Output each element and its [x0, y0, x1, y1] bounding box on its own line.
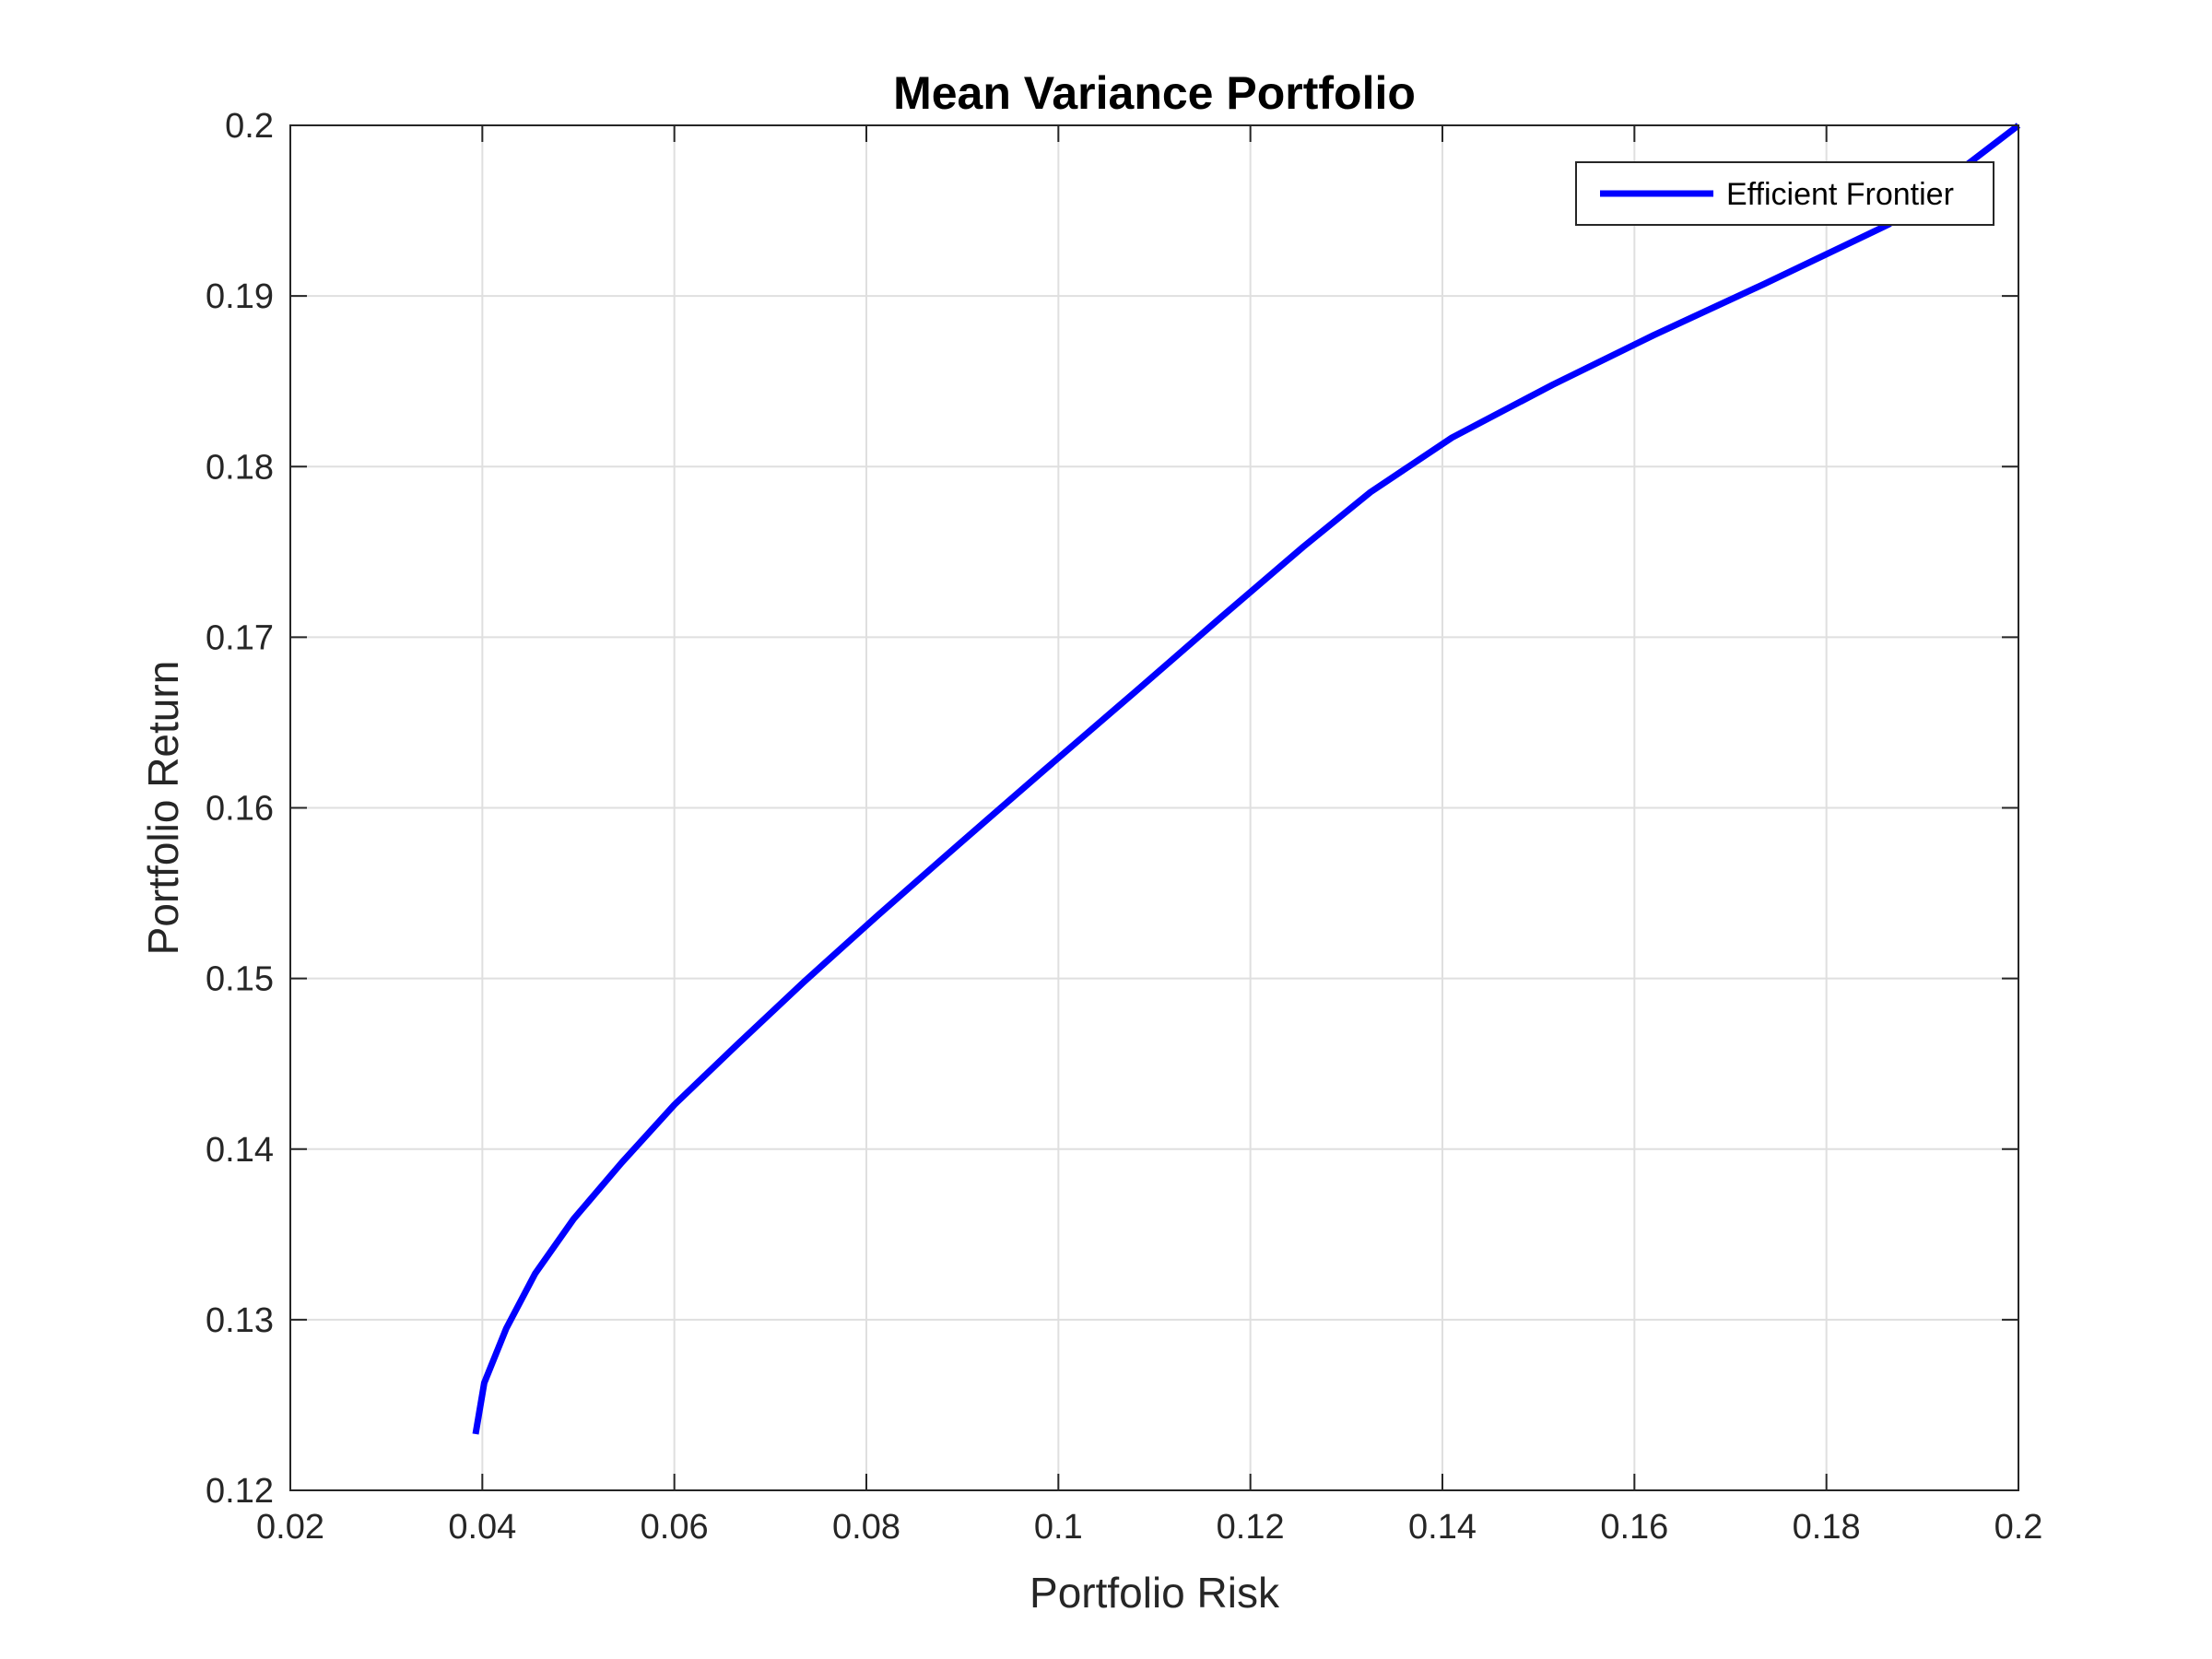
x-tick-label: 0.2 [1994, 1508, 2043, 1547]
y-tick-label: 0.2 [225, 107, 274, 146]
legend: Efficient Frontier [1575, 161, 1994, 226]
ticks [289, 124, 2019, 1491]
y-tick-label: 0.17 [206, 618, 274, 657]
x-tick-label: 0.18 [1793, 1508, 1861, 1547]
y-tick-label: 0.18 [206, 448, 274, 487]
y-tick-label: 0.19 [206, 277, 274, 316]
x-tick-label: 0.16 [1600, 1508, 1668, 1547]
x-axis-label: Portfolio Risk [1030, 1569, 1280, 1617]
x-tick-label: 0.1 [1034, 1508, 1083, 1547]
tick-labels: 0.02 0.04 0.06 0.08 0.1 0.12 0.14 0.16 0.18 0.2 0.… [206, 107, 2042, 1547]
y-tick-label: 0.14 [206, 1131, 274, 1170]
x-tick-label: 0.08 [832, 1508, 900, 1547]
y-tick-label: 0.15 [206, 960, 274, 999]
x-tick-label: 0.14 [1408, 1508, 1477, 1547]
x-tick-label: 0.04 [448, 1508, 516, 1547]
y-tick-label: 0.12 [206, 1472, 274, 1511]
legend-entry: Efficient Frontier [1726, 177, 1954, 212]
x-tick-label: 0.06 [641, 1508, 709, 1547]
x-tick-label: 0.12 [1217, 1508, 1285, 1547]
x-tick-label: 0.02 [256, 1508, 324, 1547]
chart-title: Mean Variance Portfolio [893, 67, 1416, 119]
y-tick-label: 0.16 [206, 790, 274, 829]
series-layer [472, 123, 2021, 1435]
series-line-efficient-frontier [472, 123, 2021, 1435]
y-tick-label: 0.13 [206, 1301, 274, 1340]
y-axis-label: Portfolio Return [139, 661, 187, 956]
